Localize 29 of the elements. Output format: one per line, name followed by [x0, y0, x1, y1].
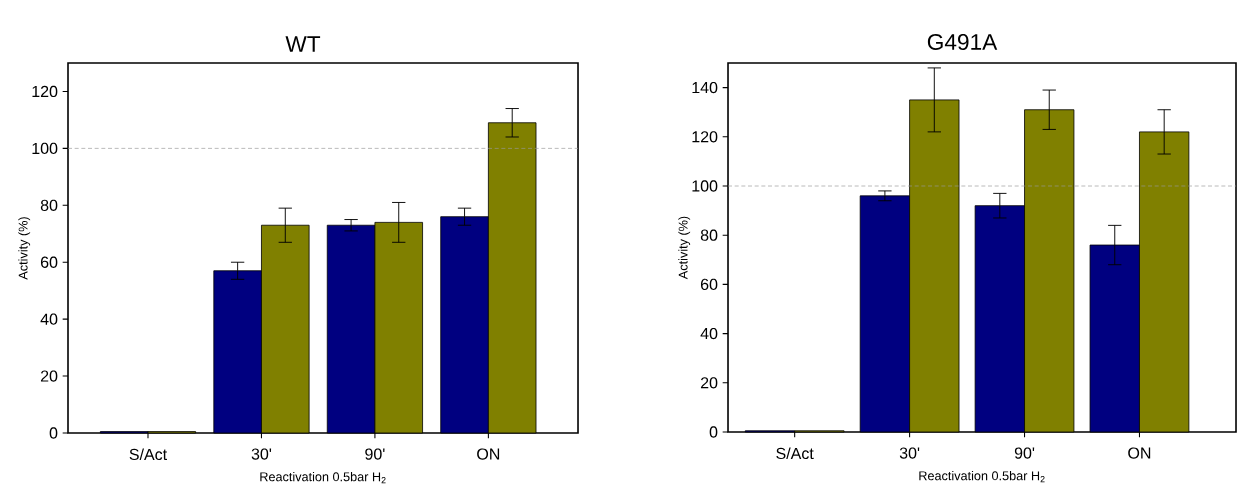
x-tick-label: 30' [251, 448, 272, 460]
y-tick-label: 60 [700, 278, 718, 291]
y-tick-label: 80 [40, 199, 58, 211]
y-tick-label: 20 [40, 370, 58, 382]
x-tick-label: S/Act [129, 448, 167, 461]
x-tick-label: 90' [1014, 447, 1035, 459]
y-tick-label: 80 [700, 229, 718, 241]
chart-title: WT [285, 36, 321, 52]
x-tick-label: S/Act [776, 447, 814, 460]
y-tick-label: 100 [32, 142, 58, 155]
x-tick-label: 90' [365, 448, 385, 460]
y-tick-label: 100 [692, 180, 718, 192]
x-axis-title: Reactivation 0.5bar H$_{2}$ [919, 470, 1045, 483]
x-axis-title: Reactivation 0.5bar H$_{2}$ [260, 471, 386, 484]
chart-title: G491A [927, 33, 998, 51]
y-tick-label: 40 [700, 327, 718, 340]
y-tick-label: 120 [692, 131, 718, 143]
y-tick-label: 40 [40, 313, 58, 325]
x-tick-label: 30' [899, 447, 920, 459]
y-tick-label: 0 [49, 427, 58, 439]
x-tick-label: ON [1128, 447, 1151, 459]
y-tick-label: 120 [32, 85, 58, 98]
y-tick-label: 0 [709, 426, 718, 438]
x-tick-label: ON [477, 448, 500, 460]
y-axis-title: Activity (%) [18, 217, 31, 280]
y-tick-label: 20 [700, 377, 718, 389]
y-tick-label: 140 [692, 81, 718, 94]
y-tick-label: 60 [40, 256, 58, 268]
y-axis-title: Activity (%) [678, 216, 691, 280]
